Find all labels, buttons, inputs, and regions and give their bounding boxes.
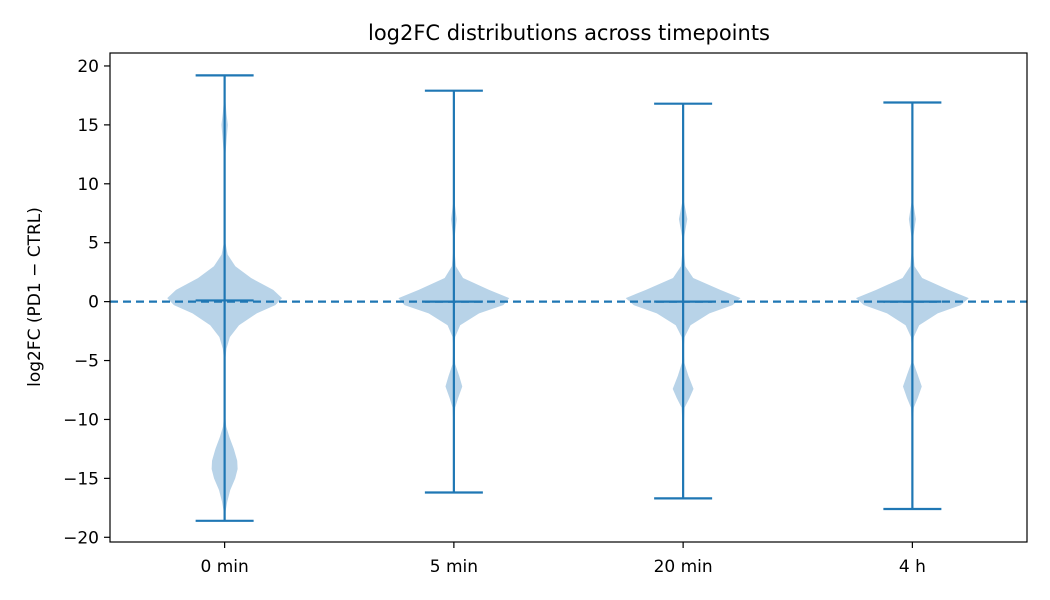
y-tick-label: 15 (77, 116, 99, 136)
y-tick-label: −20 (63, 528, 99, 548)
y-axis: 20 15 10 5 0 −5 −10 −15 −20 (63, 57, 110, 548)
x-tick-label: 20 min (654, 557, 713, 577)
y-tick-label: 5 (88, 234, 99, 254)
y-tick-label: −5 (74, 352, 99, 372)
y-tick-label: −15 (63, 469, 99, 489)
x-tick-label: 0 min (200, 557, 248, 577)
violin-4-h (855, 101, 969, 511)
chart-title: log2FC distributions across timepoints (368, 21, 770, 45)
x-tick-label: 4 h (899, 557, 926, 577)
y-axis-label: log2FC (PD1 − CTRL) (25, 207, 45, 387)
x-axis: 0 min 5 min 20 min 4 h (200, 542, 926, 577)
x-tick-label: 5 min (430, 557, 478, 577)
y-tick-label: 0 (88, 293, 99, 313)
y-tick-label: 20 (77, 57, 99, 77)
y-tick-label: 10 (77, 175, 99, 195)
violin-5-min (398, 89, 510, 494)
violin-0-min (167, 74, 283, 522)
plot-frame (109, 52, 1028, 543)
violins-layer (167, 74, 969, 522)
y-tick-label: −10 (63, 410, 99, 430)
